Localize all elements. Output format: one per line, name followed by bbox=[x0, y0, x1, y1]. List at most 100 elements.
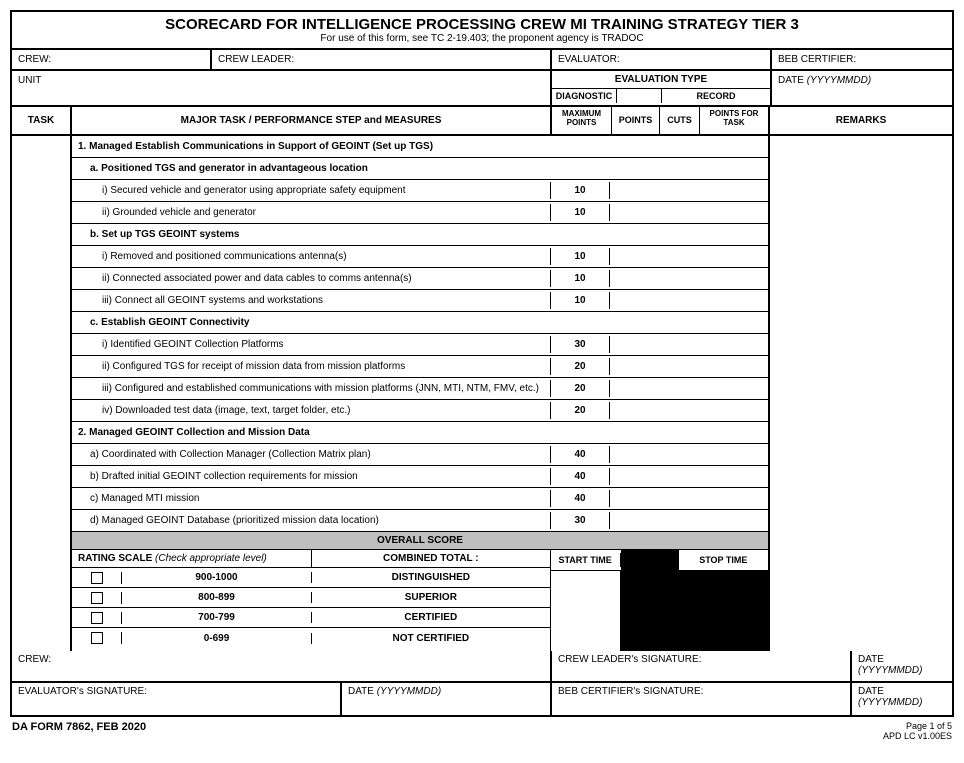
row-description: c. Establish GEOINT Connectivity bbox=[72, 314, 768, 331]
row-description: 2. Managed GEOINT Collection and Mission… bbox=[72, 424, 768, 441]
task-row: c. Establish GEOINT Connectivity bbox=[72, 312, 768, 334]
evaluator-field[interactable]: EVALUATOR: bbox=[552, 50, 772, 69]
rating-range: 800-899 bbox=[122, 592, 312, 603]
rating-range: 700-799 bbox=[122, 612, 312, 623]
rating-row: 800-899SUPERIOR bbox=[72, 588, 550, 608]
task-row: a) Coordinated with Collection Manager (… bbox=[72, 444, 768, 466]
diagnostic-value[interactable] bbox=[617, 89, 662, 103]
row-description: i) Secured vehicle and generator using a… bbox=[72, 182, 551, 199]
rating-checkbox[interactable] bbox=[91, 592, 103, 604]
row-description: i) Removed and positioned communications… bbox=[72, 248, 551, 265]
task-row: iii) Connect all GEOINT systems and work… bbox=[72, 290, 768, 312]
time-block: START TIME STOP TIME bbox=[551, 550, 768, 651]
crew-leader-sig-field[interactable]: CREW LEADER's SIGNATURE: bbox=[552, 651, 852, 681]
row-max-points: 10 bbox=[551, 182, 611, 199]
diagnostic-label: DIAGNOSTIC bbox=[552, 89, 617, 103]
task-row: i) Identified GEOINT Collection Platform… bbox=[72, 334, 768, 356]
start-time-label: START TIME bbox=[551, 553, 621, 567]
row-description: i) Identified GEOINT Collection Platform… bbox=[72, 336, 551, 353]
footer: DA FORM 7862, FEB 2020 Page 1 of 5 APD L… bbox=[10, 717, 954, 745]
row-description: ii) Grounded vehicle and generator bbox=[72, 204, 551, 221]
row-description: ii) Configured TGS for receipt of missio… bbox=[72, 358, 551, 375]
row-description: ii) Connected associated power and data … bbox=[72, 270, 551, 287]
row-max-points: 30 bbox=[551, 336, 611, 353]
row-max-points: 40 bbox=[551, 446, 611, 463]
crew-sig-field[interactable]: CREW: bbox=[12, 651, 552, 681]
row-max-points: 20 bbox=[551, 402, 611, 419]
rating-row: 900-1000DISTINGUISHED bbox=[72, 568, 550, 588]
header-row-2: UNIT EVALUATION TYPE DIAGNOSTIC RECORD D… bbox=[12, 71, 952, 107]
rating-checkbox-cell bbox=[72, 612, 122, 624]
task-row: b) Drafted initial GEOINT collection req… bbox=[72, 466, 768, 488]
signature-row-2: EVALUATOR's SIGNATURE: DATE (YYYYMMDD) B… bbox=[12, 683, 952, 715]
col-points-for-task: POINTS FOR TASK bbox=[700, 107, 770, 134]
col-remarks: REMARKS bbox=[770, 107, 952, 134]
task-row: iii) Configured and established communic… bbox=[72, 378, 768, 400]
col-points: POINTS bbox=[612, 107, 660, 134]
beb-certifier-sig-field[interactable]: BEB CERTIFIER's SIGNATURE: bbox=[552, 683, 852, 715]
remarks-column[interactable] bbox=[770, 136, 952, 651]
crew-leader-field[interactable]: CREW LEADER: bbox=[212, 50, 552, 69]
task-row: 2. Managed GEOINT Collection and Mission… bbox=[72, 422, 768, 444]
version: APD LC v1.00ES bbox=[883, 731, 952, 741]
form-subtitle: For use of this form, see TC 2-19.403; t… bbox=[16, 33, 948, 44]
row-description: b. Set up TGS GEOINT systems bbox=[72, 226, 768, 243]
task-row: 1. Managed Establish Communications in S… bbox=[72, 136, 768, 158]
row-max-points: 10 bbox=[551, 292, 611, 309]
row-max-points: 10 bbox=[551, 204, 611, 221]
page-number: Page 1 of 5 bbox=[883, 721, 952, 731]
sig2-date2-field[interactable]: DATE (YYYYMMDD) bbox=[852, 683, 952, 715]
col-major-task: MAJOR TASK / PERFORMANCE STEP and MEASUR… bbox=[72, 107, 552, 134]
rating-section: RATING SCALE (Check appropriate level) C… bbox=[72, 550, 768, 651]
row-description: b) Drafted initial GEOINT collection req… bbox=[72, 468, 551, 485]
rating-checkbox-cell bbox=[72, 592, 122, 604]
form-title: SCORECARD FOR INTELLIGENCE PROCESSING CR… bbox=[16, 16, 948, 33]
row-max-points: 40 bbox=[551, 468, 611, 485]
task-row: a. Positioned TGS and generator in advan… bbox=[72, 158, 768, 180]
evaluation-type-label: EVALUATION TYPE bbox=[552, 71, 770, 88]
rating-checkbox-cell bbox=[72, 572, 122, 584]
row-max-points: 40 bbox=[551, 490, 611, 507]
sig1-date-field[interactable]: DATE (YYYYMMDD) bbox=[852, 651, 952, 681]
row-max-points: 20 bbox=[551, 358, 611, 375]
rating-level: CERTIFIED bbox=[312, 612, 550, 623]
row-description: iv) Downloaded test data (image, text, t… bbox=[72, 402, 551, 419]
footer-right: Page 1 of 5 APD LC v1.00ES bbox=[883, 721, 952, 741]
record-label: RECORD bbox=[662, 89, 770, 103]
rating-checkbox[interactable] bbox=[91, 572, 103, 584]
row-description: iii) Configured and established communic… bbox=[72, 380, 551, 397]
title-row: SCORECARD FOR INTELLIGENCE PROCESSING CR… bbox=[12, 12, 952, 50]
column-headers: TASK MAJOR TASK / PERFORMANCE STEP and M… bbox=[12, 107, 952, 136]
stop-time-label: STOP TIME bbox=[679, 553, 768, 567]
overall-score-row: OVERALL SCORE bbox=[72, 532, 768, 550]
task-row: b. Set up TGS GEOINT systems bbox=[72, 224, 768, 246]
rating-row: 0-699NOT CERTIFIED bbox=[72, 628, 550, 648]
rating-level: DISTINGUISHED bbox=[312, 572, 550, 583]
beb-certifier-field[interactable]: BEB CERTIFIER: bbox=[772, 50, 952, 69]
body-section: 1. Managed Establish Communications in S… bbox=[12, 136, 952, 651]
rating-checkbox[interactable] bbox=[91, 632, 103, 644]
redacted-block-1 bbox=[621, 550, 679, 570]
date-field[interactable]: DATE (YYYYMMDD) bbox=[772, 71, 952, 105]
unit-field[interactable]: UNIT bbox=[12, 71, 552, 105]
rating-scale-header: RATING SCALE (Check appropriate level) bbox=[72, 550, 312, 567]
task-row: ii) Configured TGS for receipt of missio… bbox=[72, 356, 768, 378]
crew-field[interactable]: CREW: bbox=[12, 50, 212, 69]
sig2-date1-field[interactable]: DATE (YYYYMMDD) bbox=[342, 683, 552, 715]
evaluator-sig-field[interactable]: EVALUATOR's SIGNATURE: bbox=[12, 683, 342, 715]
rating-range: 900-1000 bbox=[122, 572, 312, 583]
row-max-points: 20 bbox=[551, 380, 611, 397]
rating-checkbox-cell bbox=[72, 632, 122, 644]
rating-checkbox[interactable] bbox=[91, 612, 103, 624]
row-description: iii) Connect all GEOINT systems and work… bbox=[72, 292, 551, 309]
task-row: i) Removed and positioned communications… bbox=[72, 246, 768, 268]
evaluation-type-block: EVALUATION TYPE DIAGNOSTIC RECORD bbox=[552, 71, 772, 105]
main-column: 1. Managed Establish Communications in S… bbox=[72, 136, 770, 651]
col-max-points: MAXIMUM POINTS bbox=[552, 107, 612, 134]
header-row-1: CREW: CREW LEADER: EVALUATOR: BEB CERTIF… bbox=[12, 50, 952, 71]
task-column bbox=[12, 136, 72, 651]
start-time-value[interactable] bbox=[551, 571, 621, 651]
row-description: c) Managed MTI mission bbox=[72, 490, 551, 507]
signature-row-1: CREW: CREW LEADER's SIGNATURE: DATE (YYY… bbox=[12, 651, 952, 683]
rating-row: 700-799CERTIFIED bbox=[72, 608, 550, 628]
